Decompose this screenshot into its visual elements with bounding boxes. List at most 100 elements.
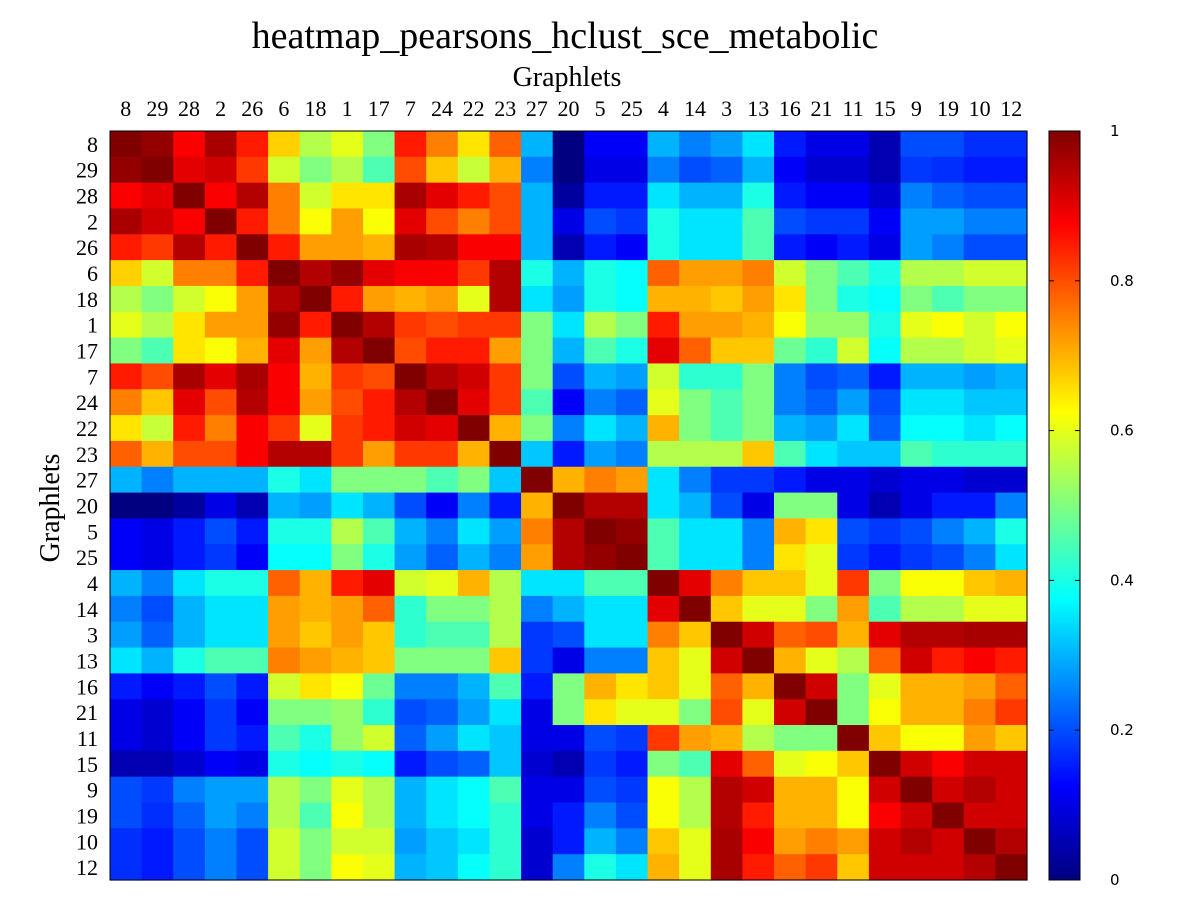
heatmap-cell-2-27	[521, 208, 554, 235]
heatmap-cell-10-5	[584, 828, 617, 855]
heatmap-cell-28-22	[457, 182, 491, 210]
heatmap-cell-29-5	[584, 156, 617, 184]
heatmap-cell-14-3	[710, 595, 744, 623]
heatmap-cell-20-24	[426, 492, 459, 520]
x-tick-label: 14	[684, 96, 706, 121]
heatmap-cell-27-23	[489, 466, 522, 494]
heatmap-cell-19-20	[552, 802, 585, 829]
heatmap-cell-6-15	[868, 260, 902, 287]
heatmap-cell-22-1	[331, 415, 364, 442]
heatmap-cell-3-26	[236, 621, 269, 649]
heatmap-cell-14-1	[331, 595, 364, 623]
heatmap-cell-9-4	[647, 776, 680, 804]
heatmap-cell-29-29	[141, 156, 174, 184]
x-tick-label: 16	[779, 96, 801, 121]
heatmap-cell-28-27	[521, 182, 554, 210]
heatmap-cell-25-6	[268, 544, 301, 571]
heatmap-cell-22-19	[932, 415, 965, 442]
heatmap-cell-5-11	[837, 518, 870, 545]
heatmap-cell-11-23	[489, 725, 522, 752]
x-tick-label: 15	[874, 96, 896, 121]
heatmap-cell-2-8	[110, 208, 143, 235]
heatmap-cell-28-13	[742, 182, 775, 210]
heatmap-cell-12-10	[963, 854, 996, 881]
heatmap-cell-6-7	[394, 260, 427, 287]
heatmap-cell-8-7	[394, 131, 427, 158]
heatmap-cell-12-2	[204, 854, 238, 881]
heatmap-cell-23-1	[331, 440, 364, 468]
heatmap-cell-14-26	[236, 595, 269, 623]
heatmap-cell-22-6	[268, 415, 301, 442]
heatmap-cell-8-16	[774, 131, 807, 158]
heatmap-cell-26-10	[963, 234, 996, 261]
heatmap-cell-18-15	[868, 285, 902, 313]
heatmap-cell-13-3	[710, 647, 744, 674]
heatmap-cell-11-7	[394, 725, 427, 752]
heatmap-cell-20-4	[647, 492, 680, 520]
heatmap-cell-6-11	[837, 260, 870, 287]
heatmap-cell-15-13	[742, 750, 775, 778]
x-tick-label: 27	[526, 96, 548, 121]
heatmap-cell-23-19	[932, 440, 965, 468]
heatmap-cell-13-21	[805, 647, 838, 674]
heatmap-cell-10-23	[489, 828, 522, 855]
heatmap-cell-21-19	[932, 699, 965, 726]
heatmap-cell-27-13	[742, 466, 775, 494]
heatmap-cell-16-20	[552, 673, 585, 700]
heatmap-cell-12-22	[457, 854, 491, 881]
heatmap-cell-1-7	[394, 311, 427, 339]
heatmap-cell-19-5	[584, 802, 617, 829]
heatmap-cell-5-6	[268, 518, 301, 545]
heatmap-cell-15-12	[995, 750, 1028, 778]
heatmap-cell-29-7	[394, 156, 427, 184]
heatmap-cell-22-2	[204, 415, 238, 442]
heatmap-cell-19-4	[647, 802, 680, 829]
heatmap-cell-8-26	[236, 131, 269, 158]
heatmap-cell-21-25	[615, 699, 649, 726]
heatmap-cell-3-19	[932, 621, 965, 649]
y-tick-label: 17	[76, 339, 98, 364]
heatmap-cell-6-1	[331, 260, 364, 287]
heatmap-cell-18-4	[647, 285, 680, 313]
heatmap-cell-20-27	[521, 492, 554, 520]
x-tick-label: 29	[146, 96, 168, 121]
x-axis-title: Graphlets	[512, 62, 622, 93]
heatmap-cell-4-24	[426, 570, 459, 597]
heatmap-cell-7-12	[995, 363, 1028, 390]
heatmap-cell-14-13	[742, 595, 775, 623]
x-tick-label: 2	[215, 96, 226, 121]
heatmap-cell-14-24	[426, 595, 459, 623]
heatmap-cell-6-29	[141, 260, 174, 287]
heatmap-cell-16-5	[584, 673, 617, 700]
heatmap-cell-18-17	[362, 285, 396, 313]
heatmap-cell-28-10	[963, 182, 996, 210]
heatmap-cell-13-10	[963, 647, 996, 674]
heatmap-cell-12-11	[837, 854, 870, 881]
heatmap-cell-24-10	[963, 389, 996, 416]
heatmap-cell-11-27	[521, 725, 554, 752]
heatmap-cell-5-20	[552, 518, 585, 545]
heatmap-cell-29-21	[805, 156, 838, 184]
heatmap-cell-3-2	[204, 621, 238, 649]
heatmap-cell-22-8	[110, 415, 143, 442]
heatmap-cell-18-2	[204, 285, 238, 313]
heatmap-cell-4-14	[679, 570, 712, 597]
heatmap-cell-17-12	[995, 337, 1028, 365]
heatmap-cell-27-29	[141, 466, 174, 494]
x-tick-label: 5	[595, 96, 606, 121]
heatmap-cell-9-18	[299, 776, 332, 804]
heatmap-cell-25-20	[552, 544, 585, 571]
y-tick-label: 3	[87, 623, 98, 648]
heatmap-cell-9-1	[331, 776, 364, 804]
heatmap-cell-20-2	[204, 492, 238, 520]
heatmap-cell-28-1	[331, 182, 364, 210]
heatmap-cell-25-2	[204, 544, 238, 571]
heatmap-cell-23-8	[110, 440, 143, 468]
y-tick-label: 20	[76, 494, 98, 519]
heatmap-cell-10-13	[742, 828, 775, 855]
heatmap-cell-20-3	[710, 492, 744, 520]
heatmap-cell-7-24	[426, 363, 459, 390]
heatmap-cell-20-5	[584, 492, 617, 520]
heatmap-cell-28-19	[932, 182, 965, 210]
heatmap-cell-6-9	[900, 260, 933, 287]
